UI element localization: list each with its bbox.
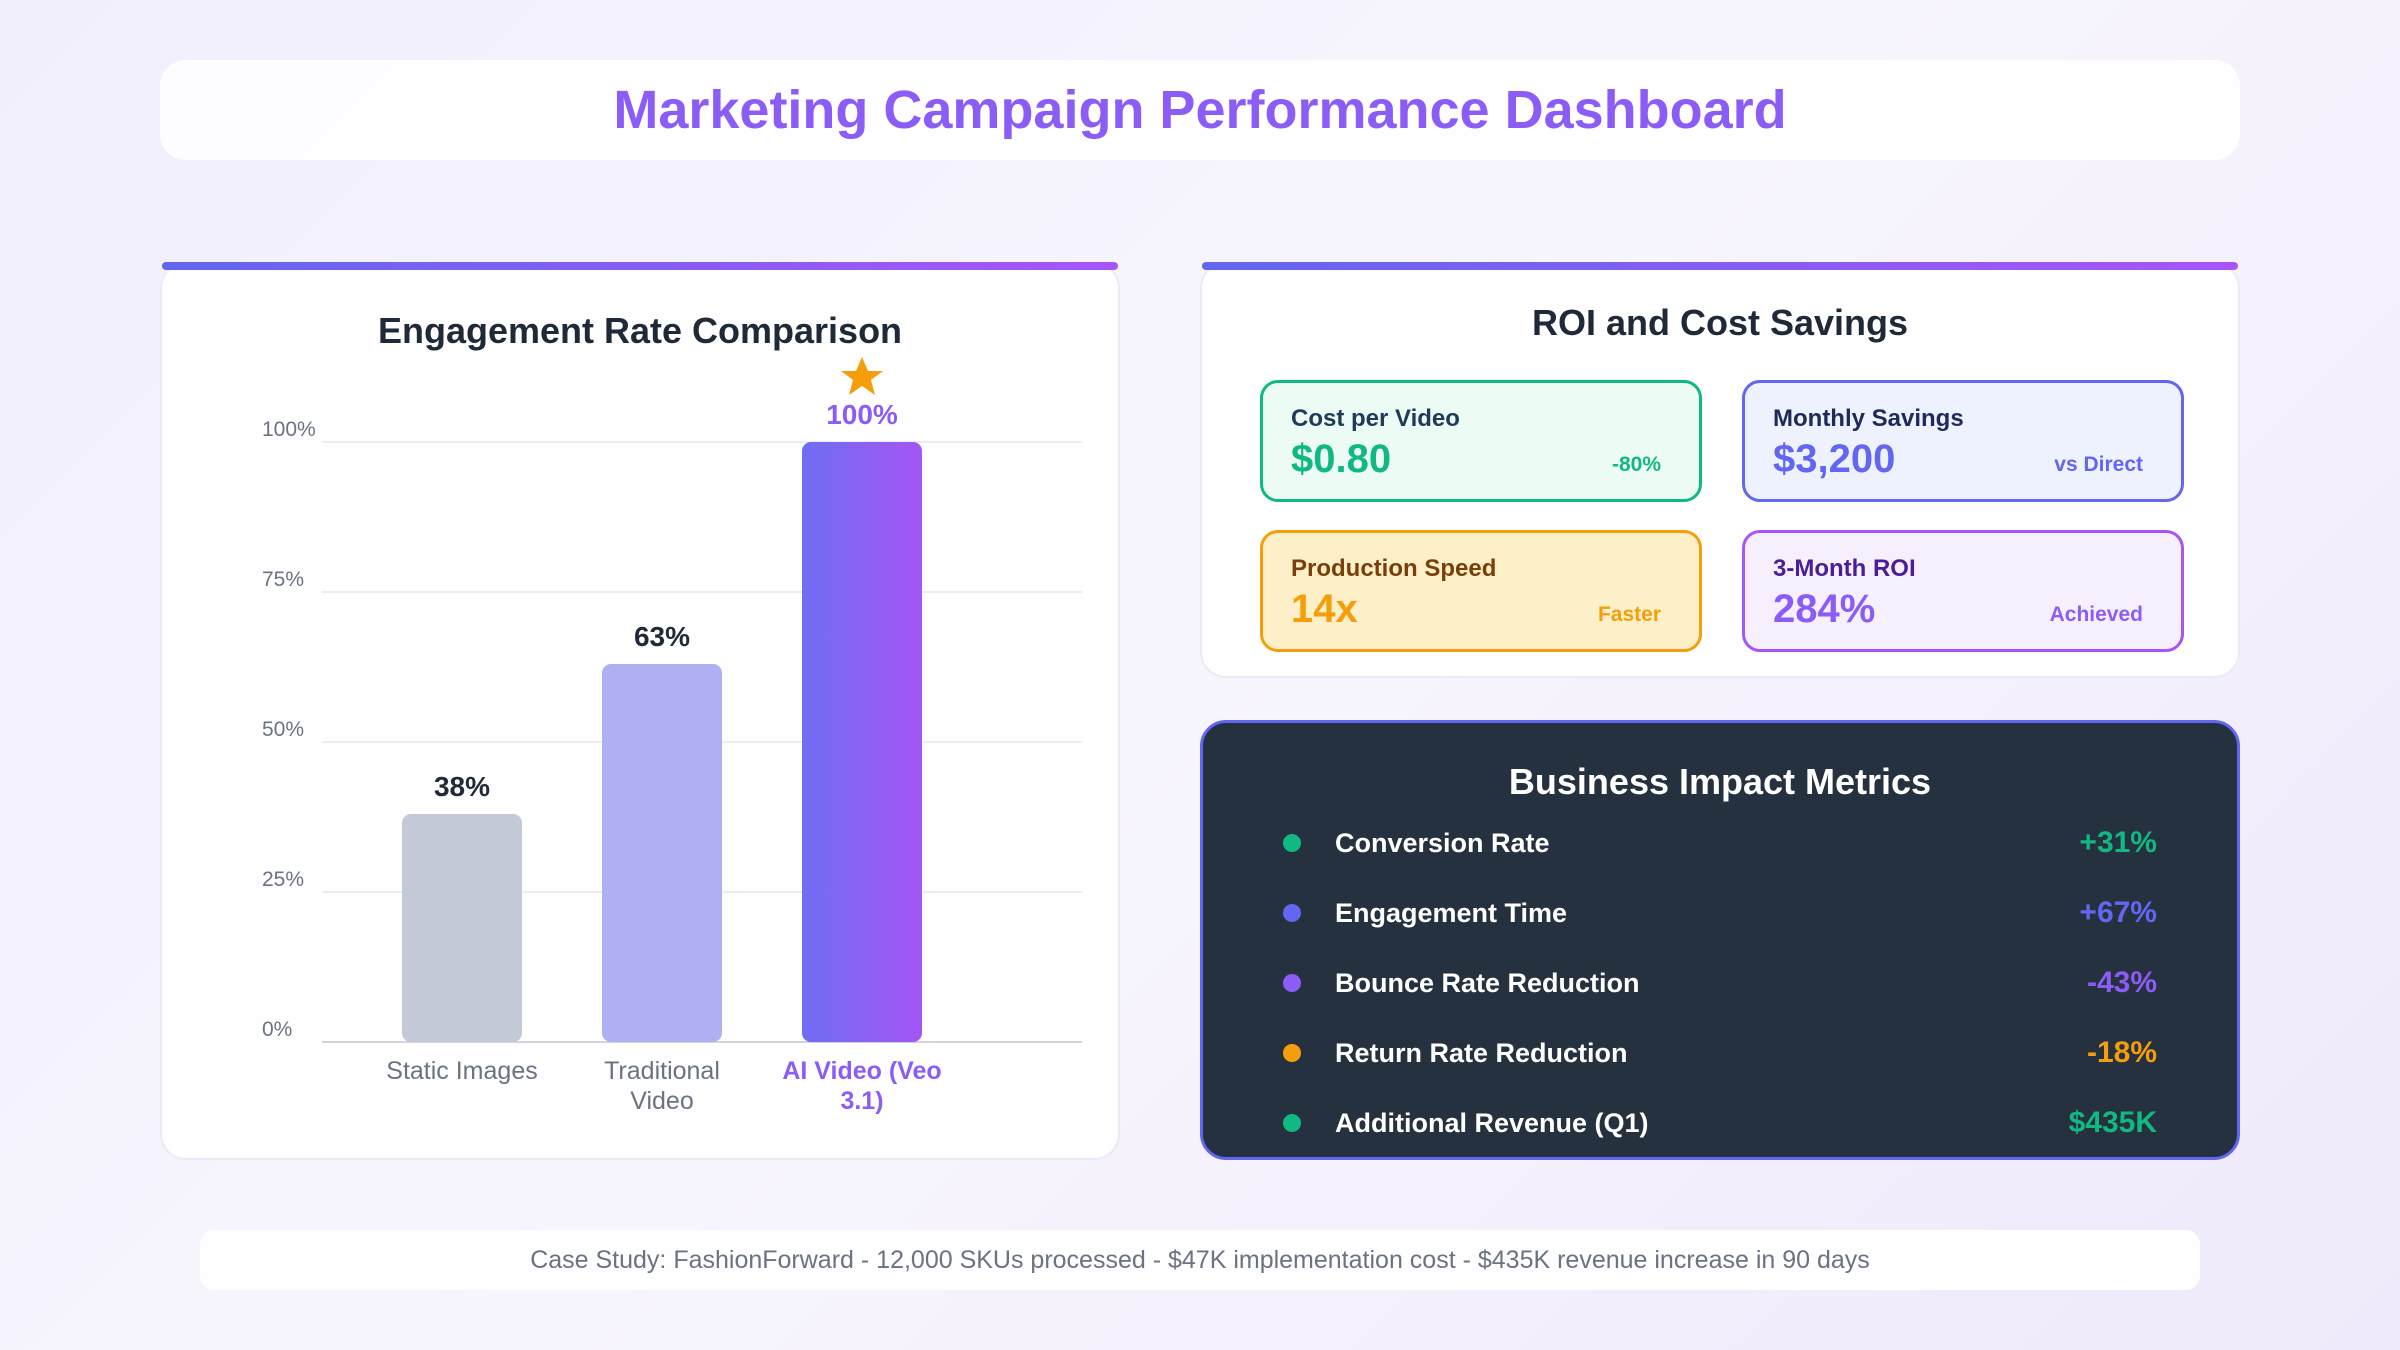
accent-bar — [162, 262, 1118, 270]
bar — [402, 814, 522, 1042]
impact-row: Additional Revenue (Q1) $435K — [1283, 1103, 2157, 1143]
card-note: Achieved — [2049, 603, 2143, 626]
chart-panel: Engagement Rate Comparison 0% 25% 50% 75% 10… — [160, 262, 1120, 1160]
row-value: +67% — [2079, 896, 2157, 929]
chart-title: Engagement Rate Comparison — [377, 310, 903, 351]
row-label: Return Rate Reduction — [1335, 1037, 1628, 1068]
impact-panel: Business Impact Metrics Conversion Rate +… — [1200, 720, 2240, 1160]
card-value: 284% — [1773, 587, 1876, 631]
row-value: -43% — [2086, 966, 2157, 999]
value-label: 100% — [826, 399, 898, 430]
metric-card: Monthly Savings $3,200 vs Direct — [1742, 380, 2184, 502]
impact-row: Conversion Rate +31% — [1283, 823, 2157, 863]
chart: 0% 25% 50% 75% 100% 38% 63% 100% — [262, 357, 1082, 1043]
bullet — [1283, 1044, 1301, 1062]
card-label: Cost per Video — [1291, 405, 1460, 432]
card-note: vs Direct — [2054, 453, 2143, 476]
row-label: Additional Revenue (Q1) — [1335, 1107, 1649, 1138]
accent-bar — [1202, 262, 2238, 270]
x-tick-label: Static Images — [386, 1057, 538, 1085]
value-label: 63% — [634, 621, 690, 652]
card-note: -80% — [1611, 453, 1661, 476]
impact-row: Bounce Rate Reduction -43% — [1283, 963, 2157, 1003]
y-tick-label: 25% — [262, 868, 304, 891]
bar — [802, 442, 922, 1042]
row-label: Conversion Rate — [1335, 827, 1550, 858]
bullet — [1283, 834, 1301, 852]
x-tick-label: AI Video (Veo 3.1) — [782, 1057, 942, 1115]
impact-row: Engagement Time +67% — [1283, 893, 2157, 933]
bullet — [1283, 974, 1301, 992]
row-label: Bounce Rate Reduction — [1335, 967, 1640, 998]
card-value: $3,200 — [1773, 437, 1896, 481]
y-tick-label: 75% — [262, 568, 304, 591]
metric-card: Cost per Video $0.80 -80% — [1260, 380, 1702, 502]
star-icon — [841, 357, 883, 395]
row-value: -18% — [2086, 1036, 2157, 1069]
row-value: $435K — [2068, 1106, 2157, 1139]
bullet — [1283, 1114, 1301, 1132]
row-value: +31% — [2079, 826, 2157, 859]
card-value: $0.80 — [1291, 437, 1392, 481]
header-title: Marketing Campaign Performance Dashboard — [160, 60, 2240, 160]
x-tick-label: Traditional Video — [604, 1057, 720, 1115]
y-tick-label: 100% — [262, 418, 316, 441]
card-label: Production Speed — [1291, 555, 1497, 582]
metric-card: 3-Month ROI 284% Achieved — [1742, 530, 2184, 652]
impact-row: Return Rate Reduction -18% — [1283, 1033, 2157, 1073]
bar — [602, 664, 722, 1042]
card-note: Faster — [1597, 603, 1661, 626]
metric-card: Production Speed 14x Faster — [1260, 530, 1702, 652]
y-tick-label: 50% — [262, 718, 304, 741]
impact-title: Business Impact Metrics — [1508, 761, 1932, 802]
card-label: Monthly Savings — [1773, 405, 1964, 432]
roi-title: ROI and Cost Savings — [1531, 302, 1909, 343]
roi-panel: ROI and Cost Savings Cost per Video $0.80… — [1200, 262, 2240, 678]
footer-text: Case Study: FashionForward - 12,000 SKUs… — [200, 1230, 2200, 1290]
card-label: 3-Month ROI — [1773, 555, 1916, 582]
y-tick-label: 0% — [262, 1018, 292, 1041]
card-value: 14x — [1291, 587, 1358, 631]
bullet — [1283, 904, 1301, 922]
value-label: 38% — [434, 771, 490, 802]
row-label: Engagement Time — [1335, 897, 1568, 928]
